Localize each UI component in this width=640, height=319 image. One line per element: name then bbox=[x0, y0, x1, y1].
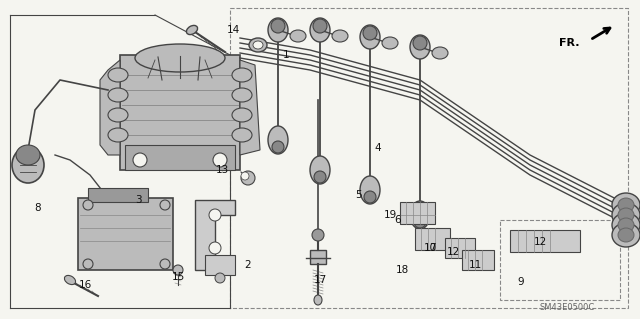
Ellipse shape bbox=[314, 295, 322, 305]
Text: 12: 12 bbox=[446, 247, 460, 257]
Bar bbox=[510, 230, 580, 252]
Ellipse shape bbox=[414, 216, 426, 228]
Ellipse shape bbox=[310, 156, 330, 184]
Ellipse shape bbox=[332, 30, 348, 42]
Bar bbox=[415, 228, 450, 250]
Text: 12: 12 bbox=[533, 237, 547, 247]
Ellipse shape bbox=[16, 145, 40, 165]
Bar bbox=[125, 145, 235, 170]
Ellipse shape bbox=[364, 191, 376, 203]
Ellipse shape bbox=[232, 108, 252, 122]
Ellipse shape bbox=[290, 30, 306, 42]
Ellipse shape bbox=[612, 203, 640, 227]
Ellipse shape bbox=[360, 176, 380, 204]
Ellipse shape bbox=[209, 242, 221, 254]
Ellipse shape bbox=[310, 18, 330, 42]
Ellipse shape bbox=[312, 229, 324, 241]
Polygon shape bbox=[195, 200, 235, 270]
Ellipse shape bbox=[410, 35, 430, 59]
Ellipse shape bbox=[108, 68, 128, 82]
Ellipse shape bbox=[232, 88, 252, 102]
Text: 19: 19 bbox=[383, 210, 397, 220]
Text: SM43E0500C: SM43E0500C bbox=[540, 303, 595, 313]
Ellipse shape bbox=[108, 128, 128, 142]
Ellipse shape bbox=[215, 273, 225, 283]
Ellipse shape bbox=[618, 198, 634, 212]
Text: 4: 4 bbox=[374, 143, 381, 153]
Ellipse shape bbox=[83, 200, 93, 210]
Ellipse shape bbox=[83, 259, 93, 269]
Text: 16: 16 bbox=[78, 280, 92, 290]
Ellipse shape bbox=[241, 171, 255, 185]
Bar bbox=[445, 238, 475, 258]
Ellipse shape bbox=[253, 41, 263, 49]
Text: 11: 11 bbox=[468, 260, 482, 270]
Ellipse shape bbox=[241, 172, 249, 180]
Text: FR.: FR. bbox=[559, 38, 580, 48]
Ellipse shape bbox=[363, 26, 377, 40]
Text: 9: 9 bbox=[518, 277, 524, 287]
Ellipse shape bbox=[612, 223, 640, 247]
Polygon shape bbox=[100, 60, 120, 155]
Bar bbox=[310, 250, 326, 264]
Ellipse shape bbox=[232, 68, 252, 82]
Ellipse shape bbox=[108, 88, 128, 102]
Ellipse shape bbox=[232, 128, 252, 142]
Ellipse shape bbox=[135, 44, 225, 72]
Bar bbox=[462, 250, 494, 270]
Bar bbox=[78, 198, 173, 270]
Ellipse shape bbox=[12, 147, 44, 183]
Ellipse shape bbox=[65, 275, 76, 285]
Ellipse shape bbox=[271, 19, 285, 33]
Ellipse shape bbox=[612, 213, 640, 237]
Ellipse shape bbox=[413, 36, 427, 50]
Ellipse shape bbox=[618, 218, 634, 232]
Ellipse shape bbox=[382, 37, 398, 49]
Ellipse shape bbox=[186, 26, 198, 34]
Ellipse shape bbox=[249, 38, 267, 52]
Ellipse shape bbox=[173, 265, 183, 275]
Bar bbox=[120, 55, 240, 170]
Polygon shape bbox=[240, 60, 260, 155]
Text: 5: 5 bbox=[355, 190, 362, 200]
Text: 13: 13 bbox=[216, 165, 228, 175]
Text: 3: 3 bbox=[134, 195, 141, 205]
Ellipse shape bbox=[133, 153, 147, 167]
Bar bbox=[500, 220, 620, 300]
Text: 18: 18 bbox=[396, 265, 408, 275]
Bar bbox=[400, 202, 435, 224]
Text: 14: 14 bbox=[227, 25, 239, 35]
Bar bbox=[205, 255, 235, 275]
Text: 15: 15 bbox=[172, 272, 184, 282]
Bar bbox=[230, 8, 628, 308]
Text: 8: 8 bbox=[35, 203, 42, 213]
Ellipse shape bbox=[160, 200, 170, 210]
Text: 10: 10 bbox=[424, 243, 436, 253]
Text: 7: 7 bbox=[429, 243, 435, 253]
Ellipse shape bbox=[432, 47, 448, 59]
Bar bbox=[88, 188, 148, 202]
Ellipse shape bbox=[108, 108, 128, 122]
Ellipse shape bbox=[313, 19, 327, 33]
Ellipse shape bbox=[160, 259, 170, 269]
Ellipse shape bbox=[209, 209, 221, 221]
Ellipse shape bbox=[360, 25, 380, 49]
Ellipse shape bbox=[618, 208, 634, 222]
Text: 2: 2 bbox=[244, 260, 252, 270]
Text: 1: 1 bbox=[283, 50, 289, 60]
Ellipse shape bbox=[268, 126, 288, 154]
Ellipse shape bbox=[268, 18, 288, 42]
Text: 17: 17 bbox=[314, 275, 326, 285]
Ellipse shape bbox=[272, 141, 284, 153]
Ellipse shape bbox=[618, 228, 634, 242]
Ellipse shape bbox=[213, 153, 227, 167]
Ellipse shape bbox=[410, 201, 430, 229]
Ellipse shape bbox=[612, 193, 640, 217]
Text: 6: 6 bbox=[395, 215, 401, 225]
Ellipse shape bbox=[314, 171, 326, 183]
